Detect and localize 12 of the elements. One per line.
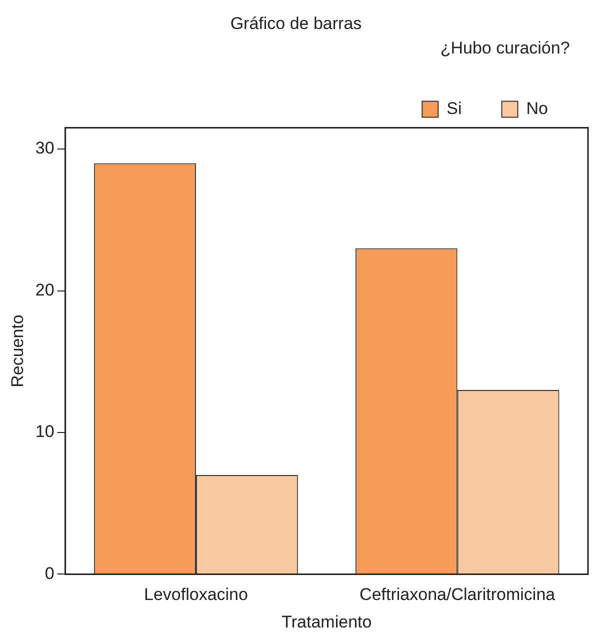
x-axis-title: Tratamiento — [282, 612, 372, 632]
x-tick-label: Ceftriaxona/Claritromicina — [360, 585, 556, 604]
y-tick-label: 20 — [35, 280, 54, 300]
legend-title: ¿Hubo curación? — [440, 38, 570, 58]
legend-label: No — [526, 98, 548, 118]
y-tick-label: 10 — [35, 422, 54, 442]
y-axis-title: Recuento — [8, 314, 27, 388]
chart-title: Gráfico de barras — [230, 14, 362, 33]
y-tick-label: 0 — [44, 564, 54, 583]
legend-label: Si — [446, 98, 462, 118]
x-tick-label: Levofloxacino — [144, 585, 248, 604]
y-tick-label: 30 — [35, 138, 54, 158]
